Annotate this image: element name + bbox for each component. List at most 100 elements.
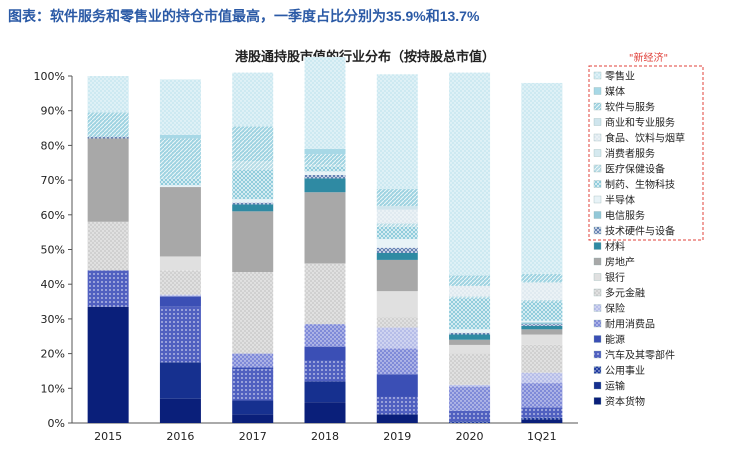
bar-segment: [376, 239, 418, 248]
legend-label: 技术硬件与设备: [605, 225, 675, 238]
bar-segment: [159, 294, 201, 297]
bar-segment: [376, 252, 418, 260]
bar-stack-2019: [376, 74, 418, 423]
legend-label: 食品、饮料与烟草: [605, 132, 685, 145]
bar-segment: [521, 82, 563, 274]
bar-segment: [376, 226, 418, 240]
bar-segment: [449, 386, 491, 411]
y-tick-label: 60%: [41, 209, 65, 222]
bar-segment: [376, 74, 418, 189]
bars: [87, 56, 563, 423]
bar-segment: [159, 187, 201, 257]
legend-swatch: [593, 273, 602, 281]
bar-segment: [521, 324, 563, 326]
bar-segment: [304, 381, 346, 403]
legend-swatch: [593, 350, 602, 359]
bar-segment: [521, 419, 563, 423]
bar-segment: [521, 334, 563, 345]
bar-segment: [304, 154, 346, 165]
legend-swatch: [593, 319, 602, 328]
x-tick-label: 2018: [311, 430, 339, 443]
bar-segment: [376, 374, 418, 397]
x-axis: 2015 2016 2017 2018 2019 2020 1Q21: [72, 422, 578, 443]
x-tick-label: 2016: [166, 430, 194, 443]
y-tick-label: 40%: [41, 278, 65, 291]
legend-swatch: [593, 211, 602, 219]
bar-segment: [87, 136, 129, 139]
x-tick-label: 1Q21: [527, 430, 557, 443]
legend-swatch: [593, 149, 602, 157]
bar-segment: [87, 221, 129, 271]
bar-segment: [521, 299, 563, 302]
legend-label: 媒体: [605, 86, 625, 98]
bar-segment: [304, 263, 346, 325]
bar-segment: [449, 296, 491, 299]
legend-label: 耐用消费品: [605, 318, 655, 331]
bar-segment: [521, 322, 563, 325]
legend-swatch: [593, 180, 602, 188]
legend-label: 电信服务: [605, 209, 645, 222]
bar-segment: [87, 76, 129, 113]
legend-swatch: [593, 288, 602, 297]
legend-swatch: [593, 226, 602, 235]
bar-segment: [376, 188, 418, 207]
chart-title: 港股通持股市值的行业分布（按持股总市值）: [235, 49, 495, 65]
bar-segment: [304, 346, 346, 361]
legend-label: 制药、生物科技: [605, 178, 675, 191]
legend-swatch: [593, 133, 602, 142]
bar-segment: [449, 384, 491, 387]
legend-swatch: [593, 87, 602, 95]
bar-segment: [376, 348, 418, 375]
bar-segment: [376, 291, 418, 318]
legend-label: 公用事业: [605, 364, 645, 377]
bar-segment: [159, 398, 201, 423]
bar-segment: [521, 282, 563, 300]
bar-segment: [521, 372, 563, 384]
bar-stack-2017: [232, 72, 274, 423]
y-tick-label: 20%: [41, 348, 65, 361]
bar-segment: [159, 362, 201, 399]
bar-segment: [159, 79, 201, 135]
figure-title: 图表：软件服务和零售业的持仓市值最高，一季度占比分别为35.9%和13.7%: [8, 8, 480, 24]
bar-segment: [376, 206, 418, 210]
bar-segment: [232, 353, 274, 368]
bar-segment: [449, 285, 491, 297]
legend-label: 软件与服务: [605, 101, 655, 114]
bar-segment: [159, 185, 201, 188]
bar-segment: [449, 344, 491, 354]
bar-segment: [449, 410, 491, 422]
legend-label: 保险: [605, 302, 625, 315]
bar-segment: [449, 421, 491, 423]
bar-segment: [87, 306, 129, 423]
bar-segment: [304, 324, 346, 347]
bar-segment: [159, 134, 201, 139]
bar-segment: [521, 301, 563, 321]
legend-swatch: [593, 71, 602, 80]
bar-segment: [87, 270, 129, 307]
legend-label: 房地产: [605, 256, 635, 269]
y-tick-label: 80%: [41, 139, 65, 152]
y-tick-label: 50%: [41, 244, 65, 257]
y-axis: 0% 10% 20% 30% 40% 50% 60% 70% 80% 90% 100%: [34, 70, 73, 430]
legend-swatch: [593, 381, 602, 390]
bar-segment: [232, 72, 274, 127]
legend-swatch: [593, 164, 602, 173]
bar-segment: [376, 259, 418, 292]
bar-segment: [449, 329, 491, 333]
legend-swatch: [593, 304, 602, 312]
bar-segment: [159, 270, 201, 295]
bar-segment: [521, 417, 563, 420]
legend-swatch: [593, 102, 602, 111]
bar-segment: [304, 402, 346, 423]
legend-label: 资本货物: [605, 395, 645, 408]
bar-segment: [232, 367, 274, 370]
new-economy-box: [588, 65, 704, 241]
new-economy-label: "新经济": [629, 51, 668, 64]
bar-segment: [232, 126, 274, 162]
bar-segment: [304, 166, 346, 172]
y-tick-label: 70%: [41, 174, 65, 187]
bar-stack-1Q21: [521, 82, 563, 423]
y-tick-label: 90%: [41, 105, 65, 118]
legend-label: 银行: [605, 271, 625, 284]
